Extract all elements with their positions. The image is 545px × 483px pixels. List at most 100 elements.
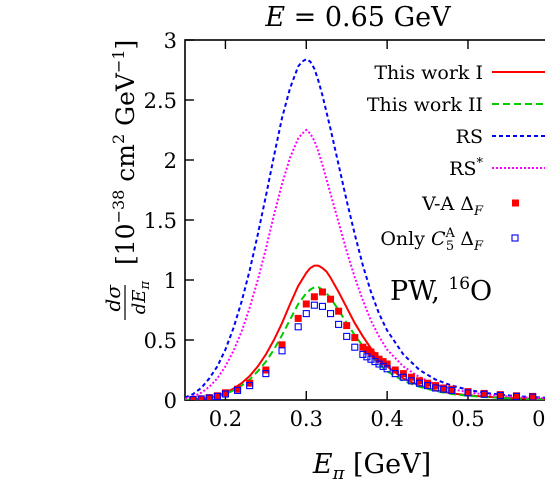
series-5-point bbox=[375, 360, 383, 368]
x-tick-label: 0.2 bbox=[209, 407, 242, 431]
series-5-point bbox=[371, 358, 379, 366]
series-5-point bbox=[367, 355, 375, 363]
series-5-point bbox=[399, 373, 407, 381]
series-5-point bbox=[391, 370, 399, 378]
series-5-point bbox=[343, 332, 351, 340]
series-5-point bbox=[379, 362, 387, 370]
y-tick-label: 1.5 bbox=[144, 209, 177, 233]
chart-title: E = 0.65 GeV bbox=[264, 2, 451, 33]
series-5-point bbox=[415, 379, 424, 387]
series-3-line bbox=[185, 128, 545, 400]
y-tick-label: 0 bbox=[164, 389, 177, 413]
series-5-point bbox=[407, 377, 415, 385]
series-5-point bbox=[335, 320, 343, 328]
y-tick-label: 2.5 bbox=[144, 89, 177, 113]
series-5-point bbox=[205, 394, 213, 400]
series-4-point bbox=[359, 343, 367, 351]
series-4-point bbox=[415, 377, 423, 385]
series-4-point bbox=[464, 388, 472, 396]
series-4-point bbox=[278, 341, 286, 349]
series-4-point bbox=[262, 366, 270, 374]
x-axis-label: Eπ [GeV] bbox=[312, 449, 431, 483]
series-4-point bbox=[310, 293, 318, 301]
series-5-point bbox=[512, 392, 521, 400]
series-4-point bbox=[383, 360, 391, 368]
series-4-point bbox=[529, 392, 537, 400]
legend-label: Only CA 5 ΔF bbox=[380, 226, 484, 254]
svg-text:dEπ: dEπ bbox=[129, 281, 153, 315]
series-5-point bbox=[221, 390, 229, 398]
series-5-point bbox=[363, 353, 371, 361]
y-axis-label: dσ dEπ [10−38 cm2 GeV−1] bbox=[101, 40, 153, 320]
series-5-point bbox=[383, 365, 391, 373]
series-4-point bbox=[424, 379, 432, 387]
series-5-point bbox=[480, 390, 488, 398]
series-5-point bbox=[302, 310, 310, 318]
annotation-pw-16o: PW, 16O bbox=[390, 274, 492, 307]
series-4-point bbox=[375, 355, 383, 363]
series-2-line bbox=[185, 58, 545, 399]
series-4-point bbox=[246, 379, 254, 387]
series-4-point bbox=[221, 389, 229, 397]
svg-text:[10−38 cm2 GeV−1]: [10−38 cm2 GeV−1] bbox=[109, 40, 140, 265]
x-tick-label: 0.4 bbox=[370, 407, 403, 431]
series-4-point bbox=[327, 295, 335, 303]
series-4-point bbox=[302, 300, 310, 308]
series-4-point bbox=[234, 385, 242, 393]
series-5-point bbox=[496, 391, 504, 399]
series-4-point bbox=[343, 322, 351, 330]
series-4-point bbox=[496, 391, 504, 399]
series-5-point bbox=[440, 385, 448, 393]
series-5-point bbox=[213, 392, 221, 400]
series-4-point bbox=[391, 366, 399, 374]
series-5-point bbox=[189, 395, 197, 400]
series-4-point bbox=[294, 314, 302, 322]
series-5-point bbox=[529, 393, 537, 400]
series-4-point bbox=[440, 384, 448, 392]
series-4-point bbox=[407, 373, 415, 381]
series-5-point bbox=[294, 323, 302, 331]
series-5-point bbox=[351, 343, 359, 351]
series-5-point bbox=[318, 302, 326, 310]
legend-label: This work II bbox=[367, 94, 483, 116]
series-5-point bbox=[424, 382, 432, 390]
series-4-point bbox=[448, 385, 456, 393]
series-4-point bbox=[480, 389, 488, 397]
y-tick-label: 0.5 bbox=[144, 329, 177, 353]
series-4-point bbox=[213, 392, 221, 400]
series-5-point bbox=[262, 370, 270, 378]
series-5-point bbox=[197, 395, 205, 400]
series-5-point bbox=[359, 350, 367, 358]
series-5-point bbox=[448, 386, 456, 394]
series-5-point bbox=[432, 384, 440, 392]
series-4-point bbox=[363, 346, 371, 354]
series-4-point bbox=[318, 288, 326, 296]
series-4-point bbox=[189, 395, 197, 400]
x-tick-label: 0.5 bbox=[451, 407, 484, 431]
y-tick-label: 1 bbox=[164, 269, 177, 293]
series-5-point bbox=[310, 301, 318, 309]
legend-label: RS* bbox=[449, 156, 483, 180]
series-4-point bbox=[371, 352, 379, 360]
legend-sample bbox=[511, 234, 519, 242]
series-4-point bbox=[197, 395, 205, 400]
series-4-point bbox=[335, 307, 343, 315]
series-4-point bbox=[399, 370, 407, 378]
x-tick-label: 0.3 bbox=[290, 407, 323, 431]
series-5-point bbox=[246, 382, 254, 390]
y-tick-label: 2 bbox=[164, 149, 177, 173]
series-5-point bbox=[464, 389, 472, 397]
legend-label: RS bbox=[456, 126, 483, 148]
y-tick-label: 3 bbox=[164, 29, 177, 53]
series-4-point bbox=[379, 358, 387, 366]
series-4-point bbox=[351, 334, 359, 342]
series-1-line bbox=[185, 286, 545, 400]
series-4-point bbox=[205, 394, 213, 400]
series-4-point bbox=[367, 348, 375, 356]
legend-label: V-A ΔF bbox=[421, 193, 484, 219]
svg-text:dσ: dσ bbox=[101, 284, 125, 312]
series-5-point bbox=[234, 386, 242, 394]
series-5-point bbox=[278, 347, 286, 355]
series-4-point bbox=[432, 382, 440, 390]
